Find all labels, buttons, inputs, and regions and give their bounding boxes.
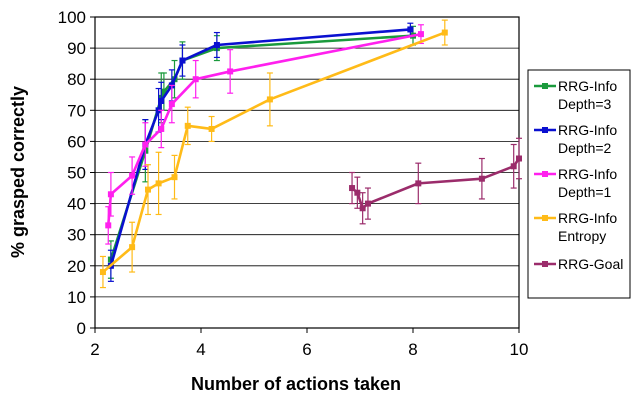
- data-point-marker: [168, 101, 175, 108]
- legend: RRG-Info Depth=3 RRG-Info Depth=2 RRG-Info De…: [527, 69, 631, 299]
- x-axis-title: Number of actions taken: [191, 374, 401, 394]
- legend-label: RRG-Info: [558, 122, 617, 138]
- data-point-marker: [415, 180, 422, 187]
- data-point-marker: [441, 29, 448, 36]
- legend-label: Entropy: [558, 228, 606, 244]
- legend-frame: [527, 69, 631, 299]
- data-point-marker: [478, 175, 485, 182]
- data-point-marker: [160, 88, 167, 95]
- legend-swatch-marker: [542, 215, 548, 221]
- data-point-marker: [417, 31, 424, 38]
- data-point-marker: [349, 185, 356, 192]
- legend-swatch-marker: [542, 127, 548, 133]
- data-point-marker: [129, 172, 136, 179]
- data-point-marker: [107, 191, 114, 198]
- legend-label: RRG-Goal: [558, 256, 623, 272]
- x-tick-label: 6: [302, 340, 311, 359]
- series: [99, 19, 448, 289]
- series-line: [351, 157, 521, 210]
- data-point-marker: [158, 97, 165, 104]
- legend-label: RRG-Info: [558, 210, 617, 226]
- data-point-marker: [105, 222, 112, 229]
- series-line: [102, 31, 446, 274]
- data-point-marker: [407, 26, 414, 33]
- series-line: [106, 32, 422, 226]
- x-tick-label: 8: [408, 340, 417, 359]
- series-line: [109, 28, 411, 267]
- data-point-marker: [179, 57, 186, 64]
- x-tick-label: 4: [196, 340, 205, 359]
- legend-label: RRG-Info: [558, 78, 617, 94]
- data-point-marker: [171, 174, 178, 181]
- data-point-marker: [227, 68, 234, 75]
- series: [349, 137, 522, 225]
- y-axis-ticks: 0 10 20 30 40 50 60 70 80 90 100: [58, 8, 95, 338]
- x-tick-label: 10: [510, 340, 529, 359]
- data-point-marker: [145, 186, 151, 193]
- x-tick-label: 2: [90, 340, 99, 359]
- x-axis-ticks: 2 4 6 8 10: [90, 328, 528, 359]
- data-point-marker: [364, 200, 371, 207]
- data-point-marker: [359, 205, 366, 212]
- data-point-marker: [266, 96, 273, 103]
- legend-label: Depth=2: [558, 140, 612, 156]
- series-line: [109, 34, 414, 260]
- data-point-marker: [192, 76, 199, 83]
- legend-swatch-marker: [542, 261, 548, 267]
- data-point-marker: [354, 189, 361, 196]
- series: [105, 24, 424, 245]
- data-point-marker: [129, 244, 136, 251]
- legend-swatch-marker: [542, 83, 548, 89]
- y-axis-title: % grasped correctly: [8, 86, 28, 258]
- data-point-marker: [213, 41, 220, 48]
- y-tick-label: 70: [67, 101, 86, 120]
- y-tick-label: 40: [67, 195, 86, 214]
- y-tick-label: 0: [77, 319, 86, 338]
- y-tick-label: 30: [67, 226, 86, 245]
- legend-swatch-marker: [542, 171, 548, 177]
- y-tick-label: 20: [67, 257, 86, 276]
- y-tick-label: 80: [67, 70, 86, 89]
- legend-label: Depth=3: [558, 96, 612, 112]
- legend-label: RRG-Info: [558, 166, 617, 182]
- y-tick-label: 50: [67, 164, 86, 183]
- data-point-marker: [208, 125, 215, 132]
- series-lines: [99, 19, 522, 289]
- y-tick-label: 90: [67, 39, 86, 58]
- legend-label: Depth=1: [558, 184, 612, 200]
- data-point-marker: [184, 122, 191, 129]
- y-tick-label: 10: [67, 288, 86, 307]
- y-tick-label: 100: [58, 8, 86, 27]
- y-tick-label: 60: [67, 132, 86, 151]
- data-point-marker: [155, 180, 162, 187]
- data-point-marker: [99, 269, 106, 276]
- data-point-marker: [510, 163, 517, 170]
- data-point-marker: [158, 125, 165, 132]
- data-point-marker: [142, 141, 149, 148]
- data-point-marker: [516, 155, 522, 162]
